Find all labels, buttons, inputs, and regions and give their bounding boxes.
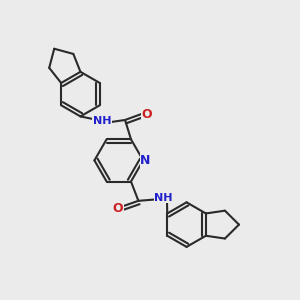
- Text: N: N: [140, 154, 151, 167]
- Text: NH: NH: [93, 116, 111, 126]
- Text: NH: NH: [154, 193, 172, 202]
- Text: O: O: [141, 107, 152, 121]
- Text: O: O: [112, 202, 123, 215]
